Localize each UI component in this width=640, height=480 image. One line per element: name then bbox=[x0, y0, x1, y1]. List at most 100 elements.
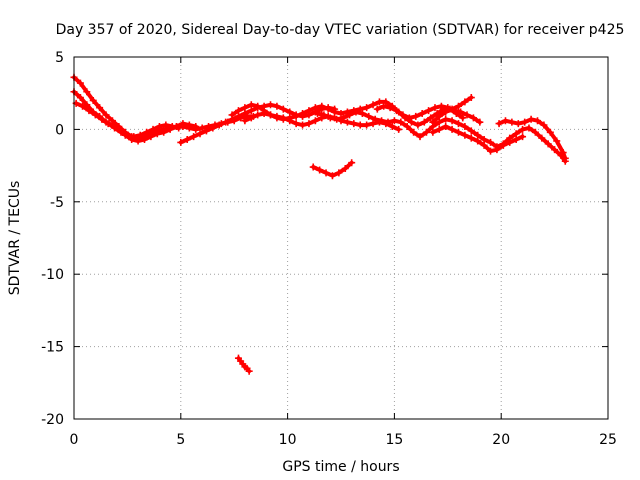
y-tick-label: 0 bbox=[55, 122, 64, 138]
data-point bbox=[442, 108, 450, 116]
data-point bbox=[437, 102, 445, 110]
data-point bbox=[104, 120, 112, 128]
data-point bbox=[350, 120, 358, 128]
data-point bbox=[98, 115, 106, 123]
data-point bbox=[102, 111, 110, 119]
data-point bbox=[153, 130, 161, 138]
data-point bbox=[333, 115, 341, 123]
y-axis-label: SDTVAR / TECUs bbox=[7, 181, 23, 296]
data-point bbox=[196, 130, 204, 138]
data-point bbox=[531, 128, 539, 136]
data-point bbox=[527, 115, 535, 123]
x-tick-label: 25 bbox=[599, 432, 617, 448]
y-tick-label: -5 bbox=[50, 195, 64, 211]
data-point bbox=[435, 125, 443, 133]
data-point bbox=[352, 108, 360, 116]
data-point bbox=[162, 121, 170, 129]
x-tick-label: 5 bbox=[176, 432, 185, 448]
data-point bbox=[292, 120, 300, 128]
data-point bbox=[309, 163, 317, 171]
data-point bbox=[168, 123, 176, 131]
data-point bbox=[89, 96, 97, 104]
data-point bbox=[403, 123, 411, 131]
data-point bbox=[136, 131, 144, 139]
data-point bbox=[311, 104, 319, 112]
data-point bbox=[299, 121, 307, 129]
data-point bbox=[337, 109, 345, 117]
data-point bbox=[448, 117, 456, 125]
data-point bbox=[96, 104, 104, 112]
data-point bbox=[405, 114, 413, 122]
data-point bbox=[222, 118, 230, 126]
data-point bbox=[525, 124, 533, 132]
data-point bbox=[273, 102, 281, 110]
series-track-11 bbox=[495, 115, 569, 162]
data-point bbox=[553, 137, 561, 145]
data-point bbox=[412, 112, 420, 120]
data-point bbox=[343, 118, 351, 126]
data-point bbox=[393, 107, 401, 115]
data-point bbox=[111, 124, 119, 132]
data-point bbox=[410, 128, 418, 136]
data-point bbox=[474, 137, 482, 145]
data-point bbox=[160, 128, 168, 136]
series-track-10 bbox=[429, 123, 527, 155]
y-tick-label: 5 bbox=[55, 50, 64, 66]
data-point bbox=[388, 123, 396, 131]
data-point bbox=[442, 123, 450, 131]
data-point bbox=[442, 115, 450, 123]
data-point bbox=[143, 128, 151, 136]
data-point bbox=[363, 121, 371, 129]
series-track-12 bbox=[309, 159, 356, 180]
data-point bbox=[254, 102, 262, 110]
data-point bbox=[538, 134, 546, 142]
data-point bbox=[341, 164, 349, 172]
data-point bbox=[79, 102, 87, 110]
data-point bbox=[260, 109, 268, 117]
data-point bbox=[245, 367, 253, 375]
data-point bbox=[179, 120, 187, 128]
axis-ticks: 0 5 10 15 20 25 -20 -15 -10 -5 0 5 bbox=[41, 50, 617, 448]
data-point bbox=[435, 112, 443, 120]
data-point bbox=[365, 112, 373, 120]
data-point bbox=[397, 118, 405, 126]
data-point bbox=[192, 123, 200, 131]
data-point bbox=[326, 114, 334, 122]
data-point bbox=[463, 111, 471, 119]
data-point bbox=[480, 141, 488, 149]
y-tick-label: -10 bbox=[41, 267, 64, 283]
data-point bbox=[390, 117, 398, 125]
data-point bbox=[461, 98, 469, 106]
data-point bbox=[185, 121, 193, 129]
data-point bbox=[395, 125, 403, 133]
data-point bbox=[487, 147, 495, 155]
data-point bbox=[198, 124, 206, 132]
data-point bbox=[267, 101, 275, 109]
data-point bbox=[431, 104, 439, 112]
data-point bbox=[209, 124, 217, 132]
y-tick-label: -20 bbox=[41, 412, 64, 428]
data-point bbox=[380, 102, 388, 110]
data-point bbox=[76, 94, 84, 102]
data-point bbox=[448, 105, 456, 113]
data-point bbox=[467, 94, 475, 102]
data-point bbox=[305, 120, 313, 128]
x-tick-label: 15 bbox=[385, 432, 403, 448]
data-point bbox=[551, 146, 559, 154]
series-track-8 bbox=[373, 102, 484, 126]
series-track-13 bbox=[234, 354, 253, 375]
data-point bbox=[369, 101, 377, 109]
data-point bbox=[382, 98, 390, 106]
data-point bbox=[299, 109, 307, 117]
data-point bbox=[534, 117, 542, 125]
data-point bbox=[448, 125, 456, 133]
data-point bbox=[228, 111, 236, 119]
data-point bbox=[561, 154, 569, 162]
data-point bbox=[418, 109, 426, 117]
data-point bbox=[429, 118, 437, 126]
data-point bbox=[324, 105, 332, 113]
data-point bbox=[346, 111, 354, 119]
data-point bbox=[311, 117, 319, 125]
data-point bbox=[234, 107, 242, 115]
